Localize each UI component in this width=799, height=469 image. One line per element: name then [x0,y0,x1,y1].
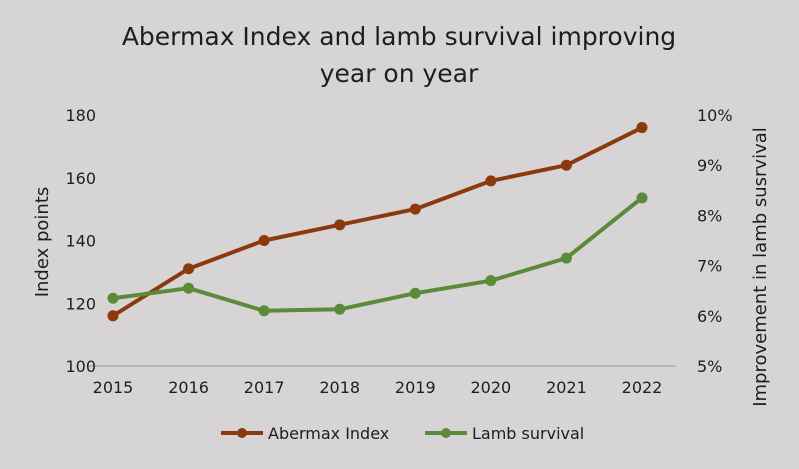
data-point-abermax-index [485,175,497,187]
x-tick-label: 2017 [244,378,285,397]
x-tick-label: 2016 [168,378,209,397]
data-point-abermax-index [334,219,346,231]
chart-title-line-1: Abermax Index and lamb survival improvin… [122,22,676,51]
data-point-abermax-index [560,159,572,171]
data-point-abermax-index [636,122,648,134]
right-tick-label: 5% [697,357,722,376]
legend: Abermax Index Lamb survival [221,424,584,443]
data-point-lamb-survival [107,292,119,304]
left-tick-label: 120 [65,294,96,313]
legend-dot-abermax-index [237,428,247,438]
x-tick-label: 2015 [93,378,134,397]
legend-dot-lamb-survival [441,428,451,438]
right-axis-ticks: 5% 6% 7% 8% 9% 10% [697,106,733,376]
left-tick-label: 180 [65,106,96,125]
legend-label-abermax-index: Abermax Index [268,424,389,443]
x-tick-label: 2019 [395,378,436,397]
x-tick-label: 2022 [622,378,663,397]
series-layer [107,122,648,322]
right-axis-title: Improvement in lamb susrvival [750,127,771,407]
data-point-abermax-index [409,203,421,215]
left-axis-title: Index points [32,187,53,298]
data-point-lamb-survival [409,287,421,299]
right-tick-label: 6% [697,307,722,326]
x-tick-label: 2018 [319,378,360,397]
data-point-lamb-survival [258,305,270,317]
data-point-lamb-survival [183,282,195,294]
x-tick-label: 2020 [470,378,511,397]
right-tick-label: 10% [697,106,733,125]
legend-label-lamb-survival: Lamb survival [472,424,584,443]
left-tick-label: 100 [65,357,96,376]
right-tick-label: 9% [697,156,722,175]
data-point-abermax-index [183,263,195,275]
data-point-lamb-survival [636,192,648,204]
data-point-lamb-survival [560,252,572,264]
right-tick-label: 7% [697,257,722,276]
data-point-lamb-survival [485,275,497,287]
left-tick-label: 140 [65,232,96,251]
left-tick-label: 160 [65,169,96,188]
data-point-abermax-index [258,235,270,246]
data-point-abermax-index [107,310,119,322]
series-line-lamb-survival [111,195,644,313]
x-axis-ticks: 2015 2016 2017 2018 2019 2020 2021 2022 [93,378,663,397]
left-axis-ticks: 100 120 140 160 180 [65,106,96,376]
right-tick-label: 8% [697,206,722,225]
chart-title-line-2: year on year [320,59,479,88]
data-point-lamb-survival [334,303,346,315]
series-line-abermax-index [111,125,644,318]
x-tick-label: 2021 [546,378,587,397]
